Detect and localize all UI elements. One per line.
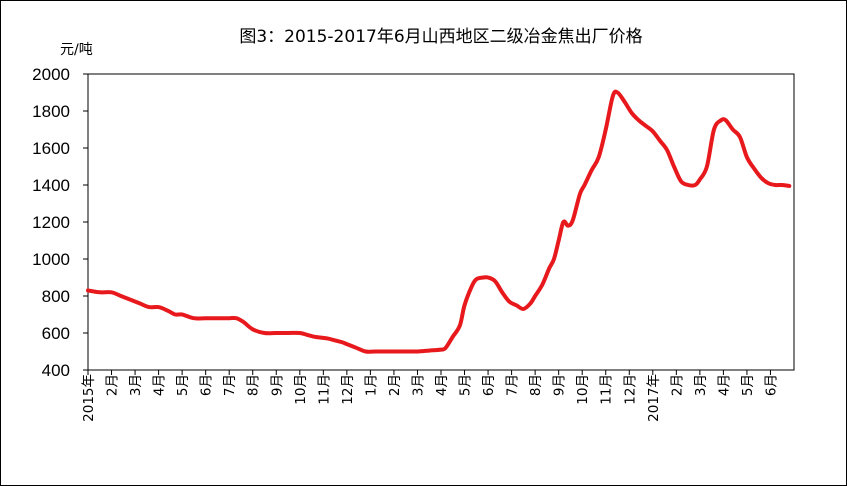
x-tick-label: 3月: [410, 374, 426, 396]
x-tick-label: 4月: [152, 374, 168, 396]
x-tick-label: 3月: [128, 374, 144, 396]
x-tick-label: 7月: [505, 374, 521, 396]
chart-title: 图3：2015-2017年6月山西地区二级冶金焦出厂价格: [239, 27, 643, 47]
x-tick-label: 5月: [458, 374, 474, 396]
y-axis-ticks: 400 600 800 1000 1200 1400 1600 1800 2000: [32, 65, 88, 380]
x-tick-label: 4月: [434, 374, 450, 396]
x-tick-label: 10月: [293, 374, 309, 405]
y-tick-label: 1400: [32, 176, 70, 195]
y-tick-label: 2000: [32, 65, 70, 84]
x-tick-label: 6月: [481, 374, 497, 396]
y-tick-label: 1000: [32, 250, 70, 269]
x-tick-label: 1月: [363, 374, 379, 396]
x-axis-ticks: 2015年 2月 3月 4月 5月 6月 7月 8月 9月 10月 11月 12月 1月 2月 3月 4月 5月…: [81, 370, 779, 422]
x-tick-label: 9月: [552, 374, 568, 396]
x-tick-label: 2月: [105, 374, 121, 396]
x-tick-label: 2015年: [81, 374, 97, 422]
y-tick-label: 1200: [32, 213, 70, 232]
x-tick-label: 4月: [716, 374, 732, 396]
y-tick-label: 1800: [32, 102, 70, 121]
x-tick-label: 2017年: [646, 374, 662, 422]
x-tick-label: 5月: [740, 374, 756, 396]
x-tick-label: 12月: [622, 374, 638, 405]
x-tick-label: 11月: [599, 374, 615, 405]
x-tick-label: 8月: [528, 374, 544, 396]
x-tick-label: 2月: [669, 374, 685, 396]
y-tick-label: 600: [42, 324, 70, 343]
price-series-line: [86, 89, 792, 354]
x-tick-label: 5月: [175, 374, 191, 396]
x-tick-label: 3月: [693, 374, 709, 396]
x-tick-label: 6月: [763, 374, 779, 396]
x-tick-label: 2月: [387, 374, 403, 396]
x-tick-label: 12月: [340, 374, 356, 405]
y-tick-label: 1600: [32, 139, 70, 158]
x-tick-label: 8月: [246, 374, 262, 396]
y-axis-unit-label: 元/吨: [60, 42, 93, 58]
x-tick-label: 9月: [269, 374, 285, 396]
y-tick-label: 400: [42, 361, 70, 380]
y-tick-label: 800: [42, 287, 70, 306]
x-tick-label: 6月: [199, 374, 215, 396]
x-tick-label: 11月: [316, 374, 332, 405]
plot-area-border: [87, 73, 795, 371]
x-tick-label: 10月: [575, 374, 591, 405]
x-tick-label: 7月: [222, 374, 238, 396]
